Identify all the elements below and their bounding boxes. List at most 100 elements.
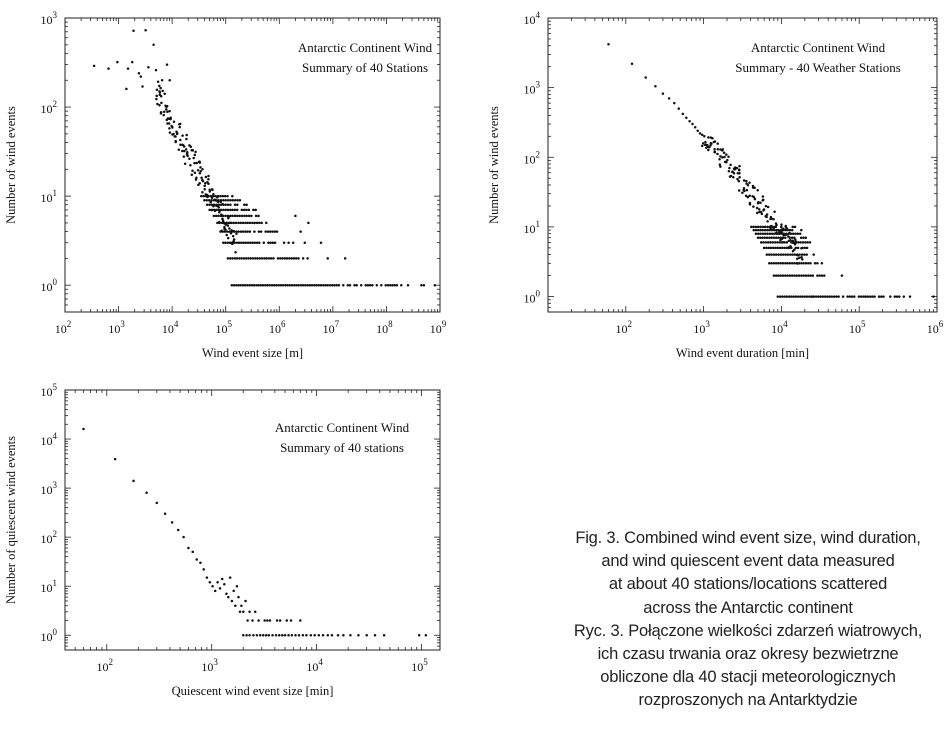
- data-point: [743, 189, 746, 193]
- data-point: [219, 230, 222, 233]
- data-point: [359, 283, 363, 287]
- data-point: [353, 283, 356, 287]
- data-point: [728, 166, 731, 170]
- data-point: [242, 633, 245, 637]
- data-point: [785, 241, 789, 244]
- data-point: [183, 162, 187, 165]
- data-point: [790, 236, 794, 239]
- data-point: [168, 131, 172, 134]
- data-point: [221, 214, 225, 218]
- data-point: [283, 257, 287, 260]
- data-point: [202, 194, 205, 198]
- data-point: [422, 283, 426, 287]
- data-point: [818, 274, 821, 277]
- data-point: [317, 633, 321, 637]
- data-point: [222, 241, 225, 244]
- y-axis-label: Number of quiescent wind events: [4, 436, 18, 604]
- data-point: [783, 295, 786, 298]
- data-point: [774, 253, 778, 256]
- data-point: [211, 188, 214, 192]
- data-points: [82, 427, 428, 637]
- data-point: [303, 241, 307, 244]
- data-point: [201, 167, 204, 171]
- data-point: [780, 232, 783, 235]
- data-point: [226, 198, 230, 202]
- data-point: [241, 221, 245, 225]
- data-point: [759, 228, 762, 232]
- data-point: [234, 251, 237, 254]
- data-point: [766, 220, 769, 223]
- data-point: [236, 198, 239, 202]
- data-point: [301, 283, 305, 287]
- data-point: [755, 211, 759, 215]
- data-point: [237, 595, 240, 599]
- data-point: [301, 257, 305, 260]
- data-point: [821, 295, 825, 298]
- data-point: [388, 283, 392, 287]
- data-point: [716, 142, 719, 145]
- data-point: [424, 633, 428, 637]
- data-point: [158, 91, 162, 94]
- data-point: [793, 225, 797, 229]
- axis-ticks: [64, 17, 441, 313]
- data-point: [788, 274, 792, 277]
- data-point: [130, 60, 134, 64]
- data-point: [802, 262, 805, 265]
- data-point: [384, 283, 387, 287]
- data-point: [255, 633, 259, 637]
- data-point: [310, 283, 314, 287]
- data-point: [771, 241, 775, 244]
- data-point: [794, 232, 797, 235]
- data-point: [225, 233, 228, 237]
- data-point: [186, 150, 189, 154]
- data-point: [321, 633, 325, 637]
- data-point: [263, 619, 266, 622]
- data-point: [779, 228, 783, 232]
- data-point: [770, 225, 774, 229]
- data-point: [266, 619, 269, 622]
- data-point: [224, 228, 227, 231]
- data-point: [786, 253, 790, 256]
- data-point: [293, 283, 296, 287]
- data-point: [245, 214, 248, 218]
- data-point: [779, 262, 783, 265]
- data-point: [889, 295, 892, 298]
- data-point: [764, 241, 768, 244]
- data-point: [932, 295, 935, 298]
- data-point: [785, 295, 789, 298]
- data-point: [787, 295, 791, 298]
- data-point: [366, 283, 370, 287]
- data-point: [759, 232, 762, 235]
- chart-title: Antarctic Continent Wind: [298, 40, 433, 55]
- data-point: [252, 283, 256, 287]
- data-point: [266, 283, 269, 287]
- data-point: [754, 228, 758, 232]
- data-point: [185, 133, 188, 137]
- data-point: [190, 173, 194, 176]
- data-point: [784, 274, 787, 277]
- data-point: [219, 214, 223, 218]
- data-point: [800, 262, 803, 265]
- data-point: [116, 60, 119, 64]
- data-point: [275, 283, 278, 287]
- data-point: [235, 584, 239, 588]
- data-point: [272, 257, 275, 260]
- data-point: [260, 221, 263, 225]
- data-point: [720, 149, 724, 152]
- data-point: [253, 241, 257, 244]
- data-point: [189, 145, 193, 149]
- data-point: [290, 283, 294, 287]
- data-point: [309, 633, 313, 637]
- data-point: [333, 283, 336, 287]
- data-point: [788, 262, 792, 265]
- data-point: [788, 236, 792, 239]
- data-point: [231, 208, 234, 212]
- data-point: [177, 148, 181, 151]
- data-point: [781, 236, 785, 239]
- data-point: [221, 219, 225, 222]
- data-point: [871, 295, 874, 298]
- data-point: [277, 283, 280, 287]
- x-tick-label: 105: [411, 657, 428, 674]
- data-point: [203, 198, 206, 202]
- x-tick-label: 102: [97, 657, 114, 674]
